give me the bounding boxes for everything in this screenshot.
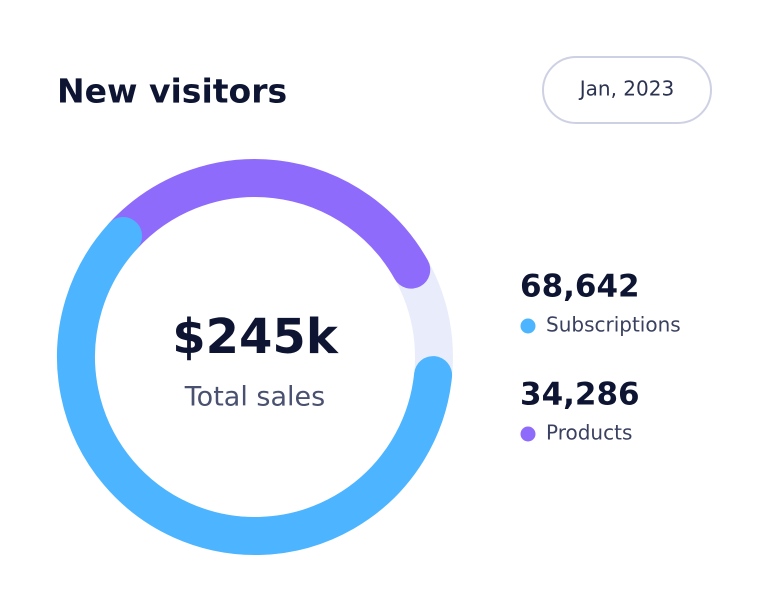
- center-label: Total sales: [184, 382, 325, 413]
- period-button-frame[interactable]: [542, 56, 712, 124]
- legend-value: 34,286: [520, 377, 640, 413]
- donut-segment: [57, 216, 453, 555]
- legend-label: Subscriptions: [546, 313, 681, 337]
- legend-value: 68,642: [520, 269, 640, 305]
- center-value: $245k: [172, 309, 339, 365]
- period-button[interactable]: Jan, 2023: [542, 56, 712, 124]
- legend: 68,642 Subscriptions 34,286 Products: [520, 269, 681, 445]
- donut: [57, 159, 453, 555]
- legend-swatch: [520, 426, 536, 442]
- period-label[interactable]: Jan, 2023: [578, 77, 674, 101]
- chart-title: New visitors: [57, 72, 287, 111]
- legend-swatch: [520, 318, 536, 334]
- donut-segment: [104, 159, 431, 289]
- legend-label: Products: [546, 421, 632, 445]
